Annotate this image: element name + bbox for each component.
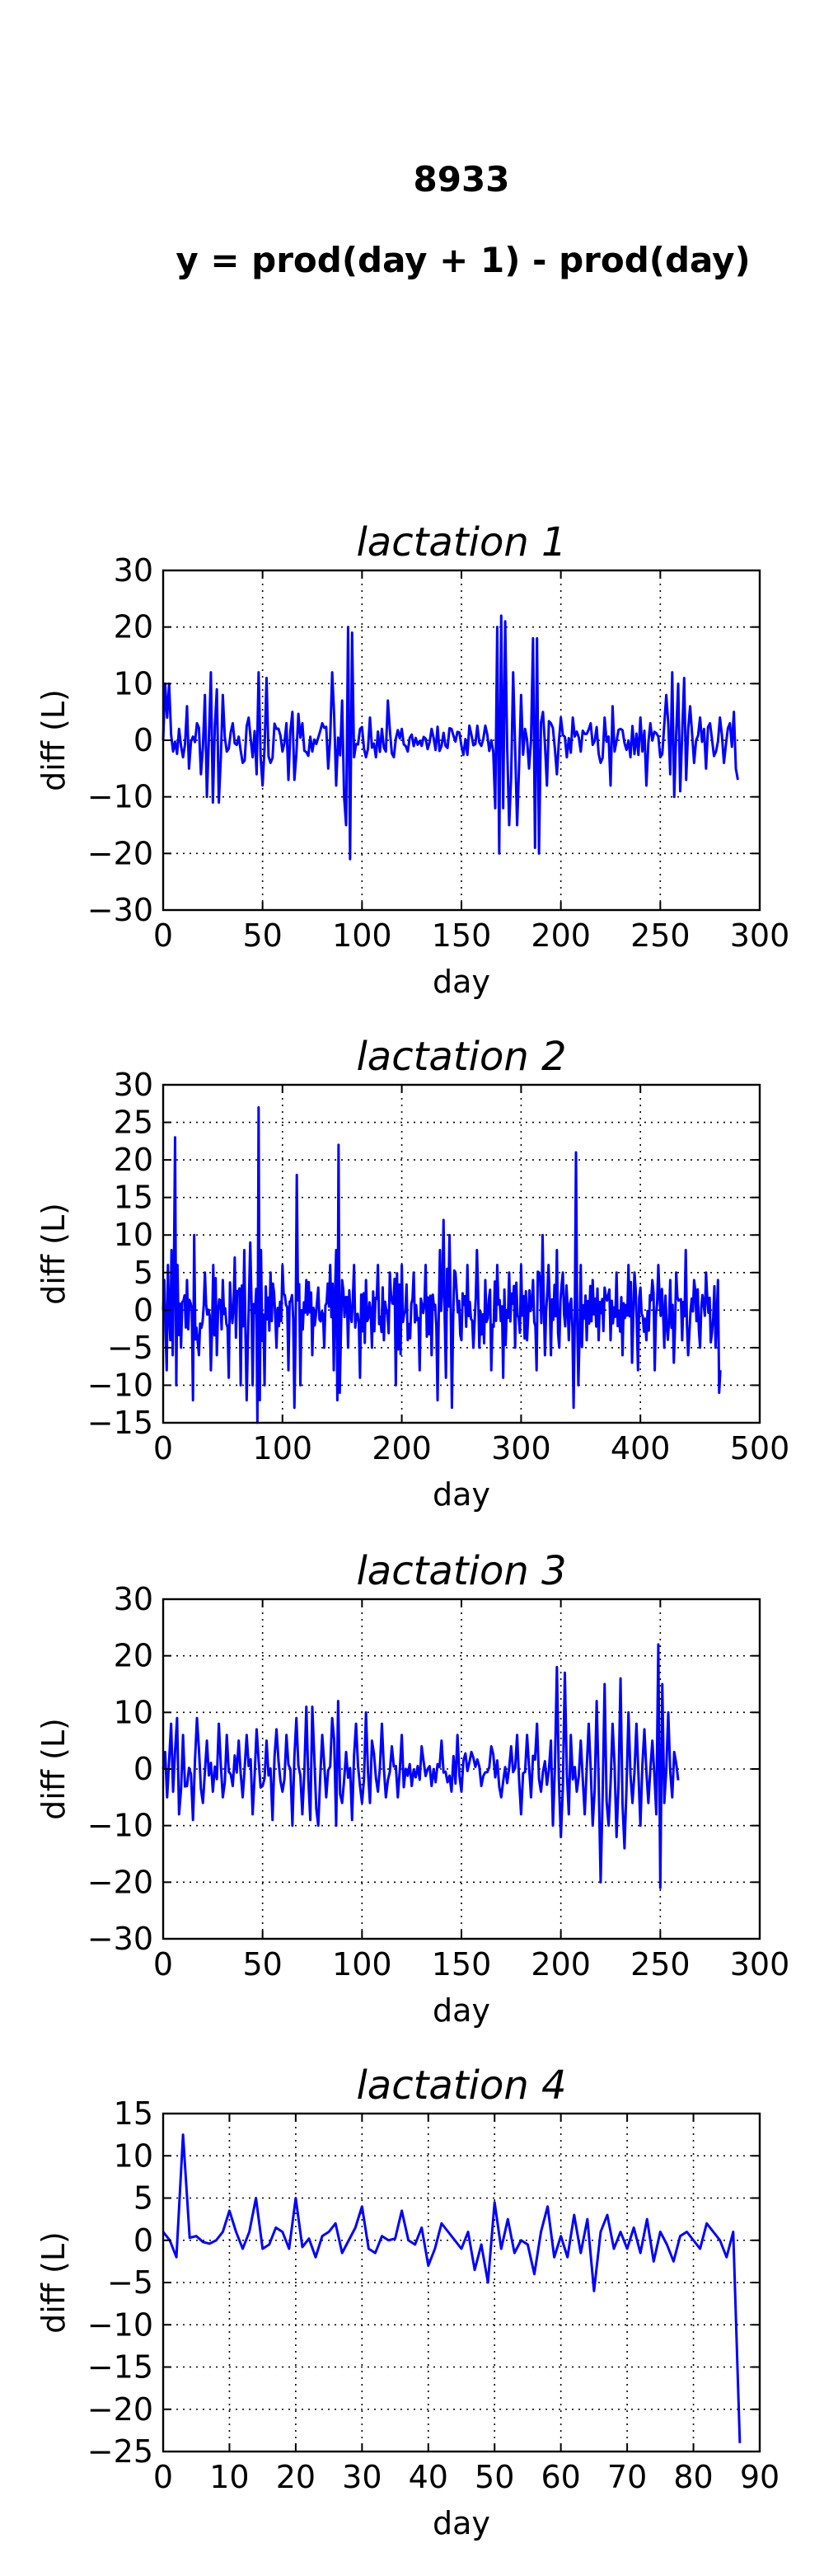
tick-label-y: 20 [114,609,153,645]
tick-label-y: −15 [87,1405,153,1441]
tick-label-x: 200 [531,1946,591,1982]
tick-label-x: 10 [209,2459,249,2495]
chart-2: lactation 20 100 200 300 400 500−15−10−505101… [35,1034,789,1513]
tick-label-x: 0 [153,1946,173,1982]
tick-label-x: 250 [630,1946,691,1982]
tick-label-x: 300 [491,1430,551,1466]
tick-label-y: 20 [114,1638,153,1674]
chart-title: lactation 2 [356,1034,566,1080]
charts-container: lactation 10 50 100 150 200 250 300−30−20−1001… [35,519,789,2541]
tick-label-x: 150 [432,1946,492,1982]
tick-label-x: 400 [611,1430,671,1466]
y-axis-label: diff (L) [35,1203,72,1305]
tick-label-x: 50 [242,917,282,954]
tick-label-y: −10 [87,1367,153,1403]
tick-label-x: 150 [432,917,492,954]
tick-label-x: 0 [153,1430,173,1466]
tick-label-y: −20 [87,835,153,871]
tick-label-y: −25 [87,2433,153,2470]
tick-label-y: −20 [87,1864,153,1900]
y-axis-label: diff (L) [35,2231,72,2334]
tick-label-x: 100 [253,1430,313,1466]
tick-label-y: −5 [107,2264,153,2301]
tick-label-x: 60 [541,2459,580,2495]
tick-label-y: 0 [133,722,153,758]
tick-label-x: 30 [342,2459,382,2495]
chart-title: lactation 1 [356,519,566,565]
tick-label-y: −10 [87,2306,153,2343]
tick-label-y: 0 [133,1292,153,1328]
tick-label-x: 0 [153,2459,173,2495]
plot-frame [162,1083,761,1424]
figure-title-id: 8933 [414,159,510,199]
tick-label-x: 100 [332,917,392,954]
chart-title: lactation 3 [356,1548,566,1594]
chart-1: lactation 1 0 50 100 150 200 250 300 −30 −20 −10 0 1… [35,519,789,1000]
tick-label-x: 90 [740,2459,780,2495]
tick-label-x: 50 [475,2459,514,2495]
tick-label-y: 15 [114,1180,153,1216]
tick-label-y: 0 [133,1751,153,1787]
tick-label-y: 10 [114,1217,153,1253]
y-axis-label: diff (L) [35,689,72,791]
series-line [162,1105,722,1424]
tick-label-y: −20 [87,2391,153,2428]
tick-label-x: 200 [372,1430,432,1466]
tick-label-y: 5 [133,2180,153,2217]
tick-label-x: 500 [730,1430,790,1466]
tick-label-y: −30 [87,892,153,928]
tick-label-y: 30 [114,552,153,589]
series-line [162,2133,742,2443]
x-axis-label: day [433,964,490,1000]
tick-label-x: 300 [730,917,790,954]
tick-label-y: 25 [114,1105,153,1141]
tick-label-y: 10 [114,1694,153,1730]
series-line [162,1643,680,1889]
tick-label-x: 80 [673,2459,713,2495]
tick-label-y: −15 [87,2349,153,2386]
tick-label-y: −10 [87,779,153,815]
tick-label-y: −5 [107,1330,153,1366]
y-axis-label: diff (L) [35,1718,72,1820]
tick-label-y: 30 [114,1581,153,1617]
tick-label-y: 20 [114,1142,153,1178]
tick-label-y: 15 [114,2095,153,2132]
chart-3: lactation 3 0 50 100 150 200 250 300 −30 −20 −10 0 1… [35,1548,789,2029]
tick-label-x: 40 [409,2459,448,2495]
figure-title-formula: y = prod(day + 1) - prod(day) [176,240,750,280]
series-line [162,614,739,861]
tick-label-y: −10 [87,1808,153,1844]
tick-label-x: 20 [276,2459,316,2495]
tick-label-x: 100 [332,1946,392,1982]
x-axis-label: day [433,1992,490,2029]
tick-label-y: 5 [133,1255,153,1291]
chart-4: lactation 40 10 20 30 40 50 60 70 80 90−25−20−15−… [35,2062,780,2541]
chart-title: lactation 4 [356,2062,566,2109]
x-axis-label: day [433,1476,490,1513]
tick-label-x: 250 [630,917,691,954]
tick-label-x: 70 [607,2459,647,2495]
tick-label-x: 50 [242,1946,282,1982]
x-axis-label: day [433,2505,490,2541]
tick-label-y: −30 [87,1921,153,1957]
tick-label-y: 30 [114,1067,153,1103]
tick-label-x: 200 [531,917,591,954]
tick-label-x: 0 [153,917,173,954]
tick-label-x: 300 [730,1946,790,1982]
tick-label-y: 10 [114,665,153,701]
tick-label-y: 0 [133,2222,153,2259]
tick-label-y: 10 [114,2137,153,2174]
